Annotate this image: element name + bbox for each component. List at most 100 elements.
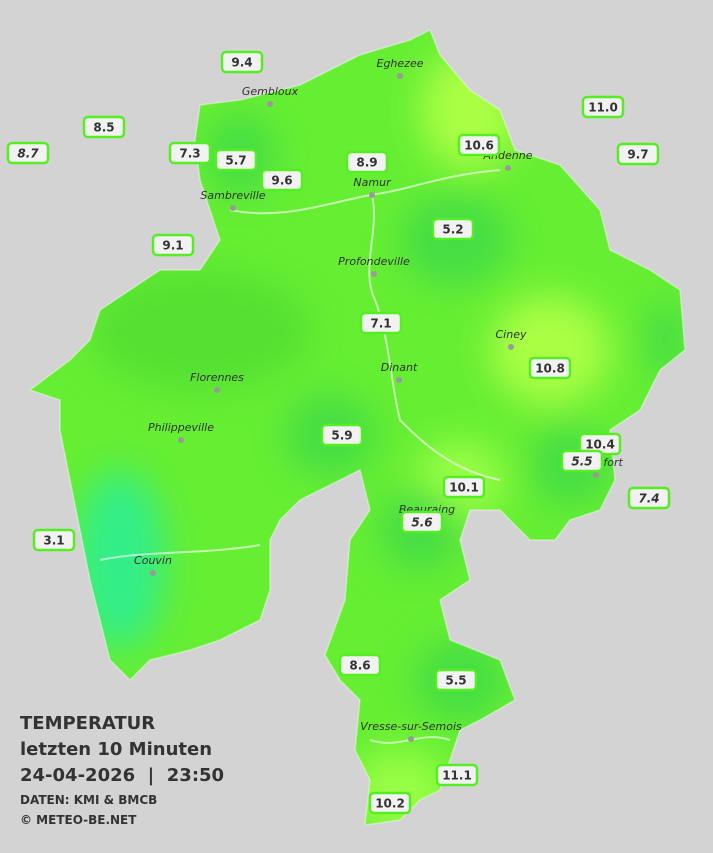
- station-box: [528, 356, 572, 380]
- city-label: Philippeville: [148, 421, 214, 434]
- station: 11.1: [435, 763, 479, 787]
- station-box: [214, 148, 258, 172]
- subtitle: letzten 10 Minuten: [20, 739, 212, 760]
- station-value: 8.6: [349, 659, 370, 673]
- station-value: 9.4: [231, 56, 252, 70]
- station: 8.9: [345, 150, 389, 174]
- station: 3.1: [32, 528, 76, 552]
- city-dot: [178, 437, 184, 443]
- city-dot: [150, 570, 156, 576]
- station: 9.1: [151, 233, 195, 257]
- station-box: [82, 115, 126, 139]
- title: TEMPERATUR: [20, 713, 155, 734]
- station-box: [435, 763, 479, 787]
- station-box: [616, 142, 660, 166]
- city-dot: [230, 205, 236, 211]
- city-dot: [371, 271, 377, 277]
- station-box: [457, 133, 501, 157]
- station: 5.5: [434, 668, 478, 692]
- station-box: [400, 510, 444, 534]
- station: 5.7: [214, 148, 258, 172]
- station-value: 10.8: [535, 362, 565, 376]
- city-label: Eghezee: [377, 57, 424, 70]
- city-dot: [214, 387, 220, 393]
- station-box: [151, 233, 195, 257]
- city-dot: [396, 377, 402, 383]
- station: 9.4: [220, 50, 264, 74]
- source: DATEN: KMI & BMCB: [20, 793, 157, 807]
- station-value: 3.1: [43, 534, 64, 548]
- station-box: [345, 150, 389, 174]
- station: 5.6: [400, 510, 444, 534]
- station-value: 5.6: [411, 516, 432, 530]
- station-box: [260, 168, 304, 192]
- timestamp: 24-04-2026 | 23:50: [20, 765, 224, 786]
- station-box: [431, 217, 475, 241]
- station-value: 9.6: [271, 174, 292, 188]
- station-box: [320, 423, 364, 447]
- station-value: 11.0: [588, 101, 618, 115]
- station: 8.5: [82, 115, 126, 139]
- station-value: 9.7: [627, 148, 648, 162]
- station: 9.7: [616, 142, 660, 166]
- station-box: [434, 668, 478, 692]
- station: 10.2: [368, 791, 412, 815]
- station-value: 8.5: [93, 121, 114, 135]
- station: 10.4: [578, 432, 622, 456]
- city-dot: [267, 101, 273, 107]
- station-value: 7.4: [638, 492, 659, 506]
- station-value: 9.1: [162, 239, 183, 253]
- station: 10.6: [457, 133, 501, 157]
- station: 11.0: [581, 95, 625, 119]
- station: 5.2: [431, 217, 475, 241]
- station: 7.1: [359, 311, 403, 335]
- station: 9.6: [260, 168, 304, 192]
- station-value: 5.2: [442, 223, 463, 237]
- station-box: [32, 528, 76, 552]
- station: 8.7: [6, 141, 50, 165]
- city-label: Gembloux: [242, 85, 299, 98]
- city-label: Florennes: [190, 371, 244, 384]
- city-label: Ciney: [496, 328, 527, 341]
- station-value: 7.1: [370, 317, 391, 331]
- station-value: 10.4: [585, 438, 615, 452]
- station-value: 5.5: [571, 455, 592, 469]
- station: 7.3: [168, 141, 212, 165]
- city-dot: [408, 736, 414, 742]
- station-box: [220, 50, 264, 74]
- station-box: [168, 141, 212, 165]
- station: 7.4: [627, 486, 671, 510]
- station-value: 11.1: [442, 769, 472, 783]
- station-value: 5.5: [445, 674, 466, 688]
- station-value: 8.9: [356, 156, 377, 170]
- station-box: [368, 791, 412, 815]
- station-box: [359, 311, 403, 335]
- station-box: [627, 486, 671, 510]
- city-dot: [505, 165, 511, 171]
- city-label: Profondeville: [338, 255, 410, 268]
- station-box: [338, 653, 382, 677]
- city-dot: [369, 192, 375, 198]
- city-label: Dinant: [381, 361, 418, 374]
- city-label: Couvin: [134, 554, 172, 567]
- station: 10.1: [442, 475, 486, 499]
- station-value: 10.6: [464, 139, 494, 153]
- copyright: © METEO-BE.NET: [20, 813, 137, 827]
- station: 5.5: [560, 449, 604, 473]
- station-value: 5.7: [225, 154, 246, 168]
- city-dot: [397, 73, 403, 79]
- station: 5.9: [320, 423, 364, 447]
- station-value: 7.3: [179, 147, 200, 161]
- station-box: [581, 95, 625, 119]
- station-box: [560, 449, 604, 473]
- station-value: 5.9: [331, 429, 352, 443]
- city-dot: [593, 472, 599, 478]
- station-value: 10.1: [449, 481, 479, 495]
- city-label: Vresse-sur-Semois: [360, 720, 462, 733]
- city-label: Namur: [353, 176, 392, 189]
- station-box: [442, 475, 486, 499]
- station-value: 8.7: [17, 147, 39, 161]
- city-dot: [508, 344, 514, 350]
- station-box: [6, 141, 50, 165]
